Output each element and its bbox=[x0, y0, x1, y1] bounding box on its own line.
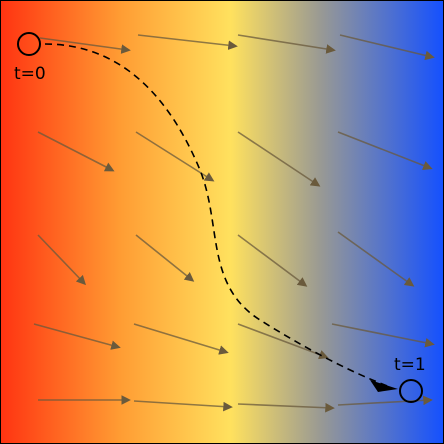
start-marker bbox=[17, 32, 41, 56]
field-arrow bbox=[237, 323, 329, 360]
start-label: t=0 bbox=[14, 64, 46, 84]
field-arrow bbox=[135, 234, 195, 282]
trajectory-path bbox=[44, 43, 391, 388]
field-arrow bbox=[39, 37, 131, 54]
field-arrow bbox=[237, 131, 321, 187]
end-marker bbox=[399, 379, 423, 403]
field-arrow bbox=[135, 131, 215, 182]
end-label: t=1 bbox=[394, 355, 426, 375]
field-arrow bbox=[37, 131, 115, 172]
field-arrow bbox=[337, 231, 415, 287]
field-arrow bbox=[133, 323, 229, 355]
field-arrow bbox=[331, 323, 435, 348]
field-arrow bbox=[237, 402, 335, 413]
field-arrow bbox=[339, 34, 435, 61]
field-arrow bbox=[237, 234, 308, 287]
vector-field bbox=[33, 34, 435, 413]
field-arrow bbox=[137, 34, 238, 51]
path-arrowhead bbox=[370, 380, 398, 392]
field-arrow bbox=[33, 323, 121, 350]
field-arrow bbox=[337, 131, 433, 171]
field-arrow bbox=[37, 234, 86, 286]
field-arrow bbox=[133, 400, 233, 412]
field-arrow bbox=[237, 34, 336, 54]
